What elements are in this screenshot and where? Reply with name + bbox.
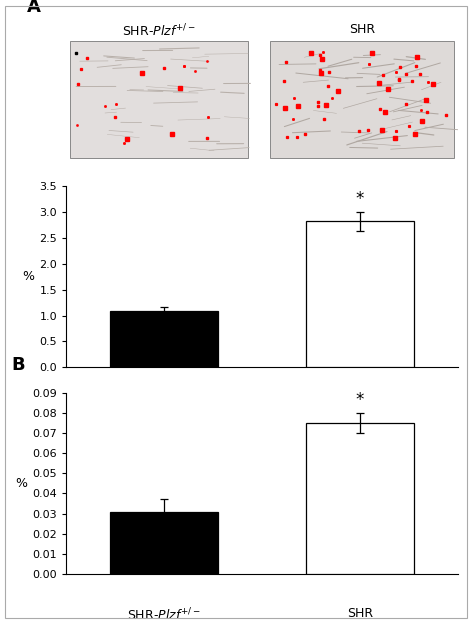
Bar bbox=[110, 311, 218, 368]
Text: B: B bbox=[11, 356, 25, 374]
Text: *: * bbox=[356, 391, 364, 409]
Text: SHR-$Plzf^{+/-}$: SHR-$Plzf^{+/-}$ bbox=[127, 607, 201, 623]
Text: A: A bbox=[27, 0, 41, 16]
Y-axis label: %: % bbox=[22, 270, 34, 283]
Bar bbox=[306, 423, 414, 574]
Text: SHR: SHR bbox=[347, 400, 373, 413]
Text: SHR: SHR bbox=[349, 23, 375, 36]
Text: *: * bbox=[356, 190, 364, 208]
Text: SHR-$Plzf^{+/-}$: SHR-$Plzf^{+/-}$ bbox=[122, 23, 196, 39]
Bar bbox=[306, 222, 414, 368]
Bar bbox=[70, 41, 248, 158]
Text: SHR-$Plzf^{+/-}$: SHR-$Plzf^{+/-}$ bbox=[127, 400, 201, 417]
Text: SHR: SHR bbox=[347, 607, 373, 620]
Y-axis label: %: % bbox=[15, 477, 27, 490]
Bar bbox=[270, 41, 454, 158]
Bar bbox=[110, 512, 218, 574]
